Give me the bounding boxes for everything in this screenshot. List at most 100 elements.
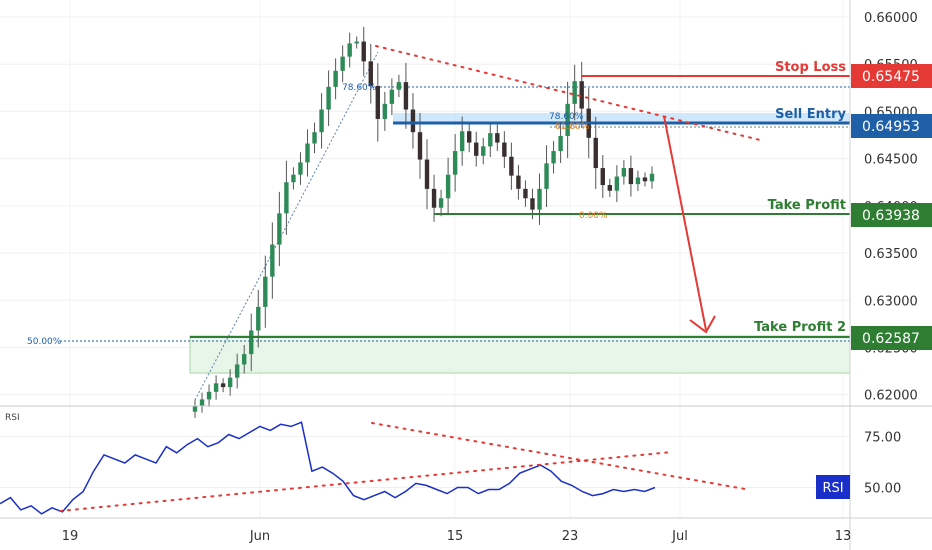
candle-body	[347, 43, 352, 57]
time-tick-label: Jun	[249, 529, 270, 544]
fib-618-retrace-label: 61.80%	[555, 122, 590, 132]
candle	[347, 32, 352, 68]
fib-0-retrace-label: 0.00%	[579, 211, 608, 221]
candle	[600, 155, 605, 199]
rsi-tick-label: 75.00	[864, 431, 901, 446]
candle	[298, 152, 303, 185]
sell-entry-label: Sell Entry	[775, 107, 846, 122]
time-tick-label: Jul	[671, 529, 688, 544]
candle-body	[495, 133, 500, 143]
candle-body	[368, 61, 373, 86]
candle	[277, 191, 282, 267]
price-tick-label: 0.66000	[864, 11, 918, 26]
candle-body	[621, 168, 627, 177]
candle	[481, 137, 486, 165]
candle-body	[375, 85, 380, 119]
candle	[403, 62, 409, 129]
candle	[474, 131, 479, 167]
stop-loss-badge: 0.65475	[851, 64, 932, 88]
rsi-panel-label: RSI	[5, 413, 20, 423]
sell-entry-badge: 0.64953	[851, 114, 932, 138]
candle-body	[459, 131, 465, 152]
candle-body	[635, 177, 641, 185]
candle	[424, 139, 430, 210]
candle	[509, 142, 514, 190]
candle-body	[361, 41, 366, 62]
candle-body	[628, 168, 634, 185]
candle	[234, 353, 240, 389]
candle-body	[354, 41, 359, 44]
stop-loss-label: Stop Loss	[775, 60, 846, 75]
time-tick-label: 13	[835, 529, 852, 544]
candle	[537, 173, 542, 225]
candle	[227, 369, 233, 396]
candle	[319, 93, 324, 149]
candle-body	[192, 406, 198, 412]
candle	[326, 70, 331, 126]
candle-body	[565, 103, 570, 136]
time-grid	[69, 0, 844, 518]
sell-entry-zone	[393, 113, 850, 124]
candle-body	[614, 176, 620, 191]
time-tick-label: 19	[62, 529, 79, 544]
candle	[445, 157, 451, 216]
candle	[558, 124, 563, 163]
candle	[621, 160, 627, 185]
take-profit-2-zone	[189, 335, 851, 374]
candle-body	[199, 399, 205, 406]
candle-body	[438, 198, 444, 208]
rsi-grid	[0, 436, 850, 488]
candle	[649, 166, 655, 189]
candle	[199, 392, 205, 413]
rsi-line	[0, 421, 656, 515]
candle	[642, 172, 648, 187]
price-tick-label: 0.62000	[864, 389, 918, 404]
candle-body	[242, 354, 247, 365]
candle	[502, 131, 507, 169]
candle	[572, 64, 577, 121]
candle	[354, 36, 359, 49]
candle-body	[467, 131, 472, 143]
candle	[628, 155, 634, 197]
candle-body	[277, 213, 282, 245]
candle-body	[220, 383, 226, 388]
price-grid	[0, 16, 850, 396]
candle	[270, 222, 275, 299]
candle-body	[558, 135, 563, 152]
candle-body	[256, 306, 261, 331]
candle-body	[417, 132, 423, 160]
candle-body	[607, 185, 613, 191]
take-profit-badge: 0.63938	[851, 203, 932, 227]
candle	[438, 189, 444, 217]
candle-body	[333, 70, 338, 87]
candle	[312, 122, 317, 154]
candle-body	[249, 330, 254, 355]
candle-body	[516, 175, 521, 189]
candle	[242, 345, 247, 374]
time-tick-label: 15	[447, 529, 464, 544]
candle	[333, 58, 338, 100]
candle	[396, 74, 402, 98]
candle	[284, 160, 289, 235]
candle-body	[284, 182, 289, 214]
candle-body	[642, 177, 648, 182]
candle-body	[488, 133, 493, 147]
candle	[192, 399, 198, 418]
candle	[544, 145, 549, 207]
candle-body	[649, 173, 655, 182]
candle-body	[305, 143, 310, 163]
candle	[459, 116, 465, 166]
candle-body	[263, 276, 268, 307]
candle-body	[445, 174, 451, 199]
time-axis-ticks: 19 Jun 15 23 Jul 13	[62, 529, 852, 544]
candle-body	[530, 198, 535, 210]
price-trendline	[375, 45, 761, 141]
candle-body	[389, 89, 395, 104]
rsi-badge: RSI	[816, 475, 850, 499]
rsi-trendline-lower	[59, 451, 673, 512]
candle	[593, 116, 598, 190]
rsi-trendline-upper	[371, 422, 746, 490]
candle-body	[227, 377, 233, 388]
